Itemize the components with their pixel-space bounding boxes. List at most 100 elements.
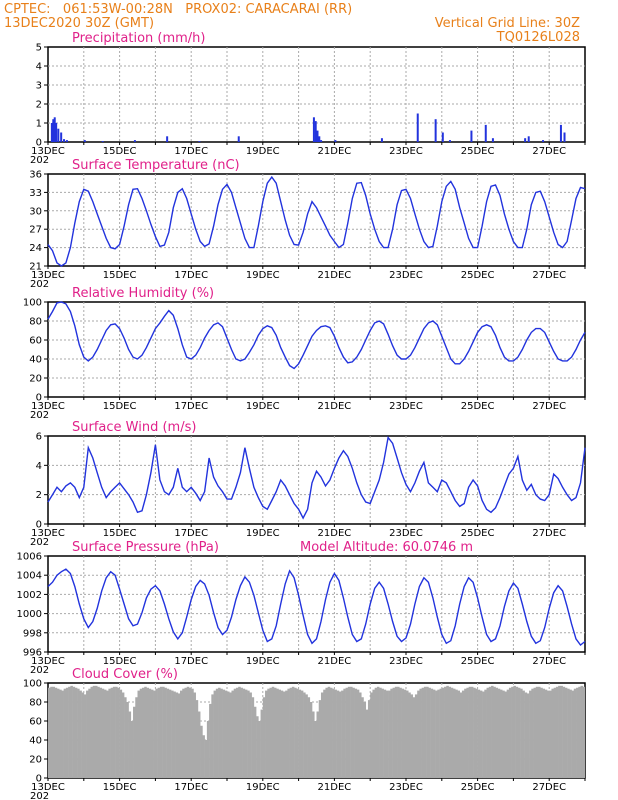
cloud-bar (262, 697, 266, 778)
cloud-bar (426, 686, 429, 778)
y-tick-label: 0 (36, 774, 42, 785)
precip-bar (60, 132, 63, 142)
cloud-bar (502, 690, 505, 778)
cloud-bar (200, 725, 203, 778)
cloud-bar (352, 687, 355, 778)
cloud-bar (159, 686, 163, 778)
cloud-bar (367, 700, 371, 778)
precip-bar (318, 136, 321, 142)
cloud-bar (94, 685, 98, 778)
cloud-bar (430, 688, 434, 778)
x-tick-label: 19DEC (246, 146, 280, 157)
y-tick-label: 100 (23, 679, 42, 690)
cloud-bar (173, 691, 176, 778)
header-left-line2: 13DEC2020 30Z (GMT) (4, 16, 155, 31)
cloud-bar (119, 689, 123, 778)
cloud-bar (222, 689, 226, 778)
cloud-bar (52, 686, 56, 778)
cloud-bar (206, 721, 210, 778)
cloud-bar (65, 687, 69, 778)
panel-annotation: Model Altitude: 60.0746 m (300, 540, 473, 555)
precip-bar (441, 132, 444, 142)
cloud-bar (180, 690, 183, 778)
cloud-bar (549, 690, 552, 778)
precip-bar (57, 128, 60, 142)
x-tick-label: 17DEC (174, 270, 208, 281)
cloud-bar (303, 692, 306, 778)
cloud-bar (318, 700, 322, 778)
cloud-bar (282, 691, 286, 778)
header-right-line3: TQ0126L028 (496, 30, 580, 45)
cloud-bar (582, 686, 585, 778)
cloud-bar (133, 706, 136, 778)
y-tick-label: 24 (29, 243, 42, 254)
x-tick-label: 23DEC (389, 401, 423, 412)
panel-4: 996 998 1000 1002 1004 1006 13DEC 15DEC 17DEC 19D… (17, 540, 586, 676)
precip-bar (53, 117, 56, 142)
cloud-bar (533, 687, 537, 778)
cloud-bar (182, 688, 185, 778)
cloud-bar (390, 688, 393, 778)
cloud-bar (558, 685, 561, 778)
cloud-bar (544, 689, 548, 778)
precip-bar (312, 117, 315, 142)
y-tick-label: 30 (29, 206, 42, 217)
cloud-bar (522, 690, 525, 778)
x-tick-label: 21DEC (318, 270, 352, 281)
x-tick-label: 17DEC (174, 528, 208, 539)
x-tick-label: 15DEC (103, 146, 137, 157)
cloud-bar (414, 694, 418, 778)
x-tick-label: 13DEC (31, 528, 65, 539)
y-tick-label: 33 (29, 188, 42, 199)
cloud-bar (294, 687, 297, 778)
cloud-bar (428, 687, 431, 778)
cloud-bar (495, 687, 499, 778)
x-tick-label: 27DEC (532, 656, 566, 667)
header-left-line1: CPTEC: 061:53W-00:28N PROX02: CARACARAI … (4, 2, 353, 17)
cloud-bar (285, 690, 288, 778)
x-tick-label: 15DEC (103, 401, 137, 412)
x-tick-label: 13DEC (31, 782, 65, 793)
cloud-bar (515, 686, 519, 778)
x-tick-label: 17DEC (174, 656, 208, 667)
cloud-bar (506, 689, 510, 778)
cloud-bar (227, 691, 230, 778)
cloud-bar (551, 688, 554, 778)
y-tick-label: 40 (29, 736, 42, 747)
cloud-bar (372, 689, 375, 778)
cloud-bar (168, 689, 172, 778)
cloud-bar (385, 690, 389, 778)
cloud-bar (213, 690, 217, 778)
cloud-bar (477, 689, 481, 778)
precip-bar (166, 136, 169, 142)
precip-bar (198, 141, 201, 142)
cloud-bar (473, 687, 476, 778)
cloud-bar (86, 690, 89, 778)
cloud-bar (184, 687, 188, 778)
cloud-bar (459, 692, 463, 778)
series-line (47, 175, 586, 267)
precip-bar (491, 138, 494, 142)
y-tick-label: 20 (29, 374, 42, 385)
cloud-bar (153, 690, 156, 778)
y-tick-label: 4 (36, 461, 42, 472)
y-tick-label: 80 (29, 698, 42, 709)
cloud-bar (300, 690, 304, 778)
precip-bar (65, 140, 68, 142)
cloud-bar (112, 686, 116, 778)
x-tick-label: 15DEC (103, 782, 137, 793)
cloud-bar (504, 691, 507, 778)
x-tick-label: 17DEC (174, 401, 208, 412)
cloud-bar (432, 689, 436, 778)
y-tick-label: 6 (36, 432, 42, 443)
cloud-bar (242, 688, 246, 778)
cloud-bar (50, 686, 53, 778)
cloud-bar (276, 688, 279, 778)
cloud-bar (493, 686, 496, 778)
precip-bar (133, 140, 136, 142)
cloud-bar (408, 692, 411, 778)
cloud-bar (59, 689, 62, 778)
cloud-bar (511, 686, 514, 778)
header-right-line2: Vertical Grid Line: 30Z (434, 16, 580, 31)
panel-title: Surface Wind (m/s) (72, 420, 196, 435)
